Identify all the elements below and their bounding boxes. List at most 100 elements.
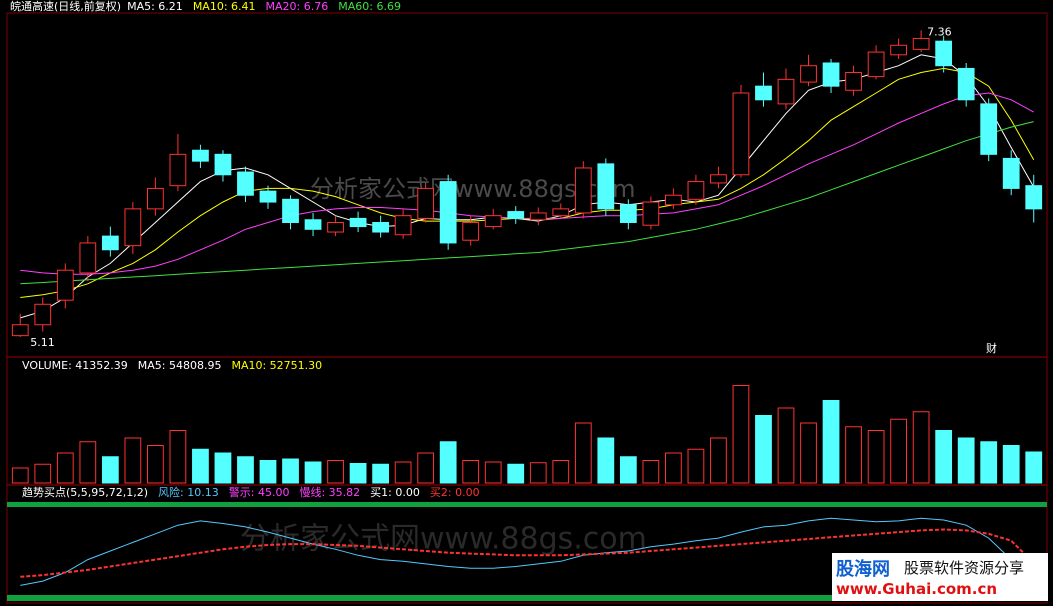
legend-entry: MA60: 6.69 [338,0,401,13]
candle-body [34,303,52,326]
candle-body [732,92,750,176]
candle-body [11,324,29,337]
volume-bar [259,460,277,484]
legend-entry: 买1: 0.00 [370,486,420,499]
candle-body [304,219,322,230]
frame [6,12,1048,604]
candle-body [800,65,817,83]
volume-bar [822,400,840,484]
candle-body [214,153,232,176]
volume-bar [79,441,97,484]
volume-bar [935,430,953,484]
candle-body [282,198,299,223]
legend-entry: 风险: 10.13 [158,485,219,499]
candle-body [394,215,412,236]
logo-url: www.Guhai.com.cn [836,580,998,598]
volume-bar [34,463,52,484]
candle-body [237,171,254,196]
max-label: 7.36 [927,25,952,38]
volume-bar [619,456,637,484]
candle-body [1002,157,1020,189]
candle-body [417,187,435,219]
volume-bar [574,422,592,484]
candle-body [56,269,74,301]
volume-bar [214,452,232,484]
volume-bar [349,463,367,484]
legend-entry: 警示: 45.00 [229,485,290,499]
logo: 股海网 股票软件资源分享 www.Guhai.com.cn [832,553,1048,601]
volume-bar [552,460,570,484]
candle-body [845,72,862,91]
volume-bar [529,462,547,484]
volume-bar [462,460,480,484]
candle-body [507,211,525,219]
candle-body [552,208,570,217]
legend-entry: 慢线: 35.82 [299,485,360,499]
indicator-line [20,517,1035,586]
volume-bar [1002,445,1020,484]
ma-line [20,121,1034,285]
candle-body [777,78,795,105]
legend-entry: VOLUME: 41352.39 [22,359,128,372]
logo-tagline: 股票软件资源分享 [904,559,1025,577]
candle-body [372,221,389,233]
volume-bar [957,437,975,484]
candle-body [980,103,998,155]
candle-body [912,37,930,50]
volume-bar [147,445,164,484]
volume-bar [484,461,502,484]
volume-bar [980,441,998,484]
candle-body [101,235,119,251]
candle-body [755,85,772,101]
candle-body [619,204,637,223]
candle-body [124,208,142,247]
legend-entry: MA10: 6.41 [193,0,256,13]
candle-body [79,242,97,274]
volume-bar [372,463,389,484]
volume-bar [237,456,254,484]
band [7,595,1047,601]
legend-entry: 买2: 0.00 [430,486,480,499]
volume-bar [1025,451,1043,484]
volume-bar [890,418,907,484]
candle-body [259,190,277,203]
legend-entry: MA5: 6.21 [127,0,183,13]
candle-body [867,51,885,78]
volume-bar [394,461,412,484]
candle-body [710,174,727,184]
legend-entry: MA20: 6.76 [266,0,329,13]
min-label: 5.11 [30,336,55,349]
volume-bar [642,460,660,484]
candle-body [574,167,592,214]
volume-bar [439,441,457,484]
indicator-line [20,528,1035,578]
legend-entry: MA5: 54808.95 [138,359,222,372]
volume-bar [687,448,705,484]
volume-bar [282,458,299,484]
volume-bar [417,452,435,484]
candle-body [822,62,840,87]
volume-bar [755,415,772,484]
candle-body [597,163,615,210]
volume-bar [597,437,615,484]
volume-bar [169,430,187,484]
candle-body [349,217,367,228]
ma-line [20,54,1035,319]
volume-bar [845,426,862,484]
candle-body [192,149,209,162]
legend-entry: MA10: 52751.30 [231,359,322,372]
volume-bar [327,460,344,484]
candle-body [1025,185,1043,210]
candle-body [327,221,344,233]
chart-title: 皖通高速(日线,前复权) [10,0,121,13]
candle-body [529,212,547,221]
candle-body [439,181,457,244]
volume-bar [56,452,74,484]
volume-bar [304,461,322,484]
volume-bar [665,452,682,484]
volume-bar [732,385,750,484]
candle-body [642,201,660,226]
candle-body [147,187,164,210]
